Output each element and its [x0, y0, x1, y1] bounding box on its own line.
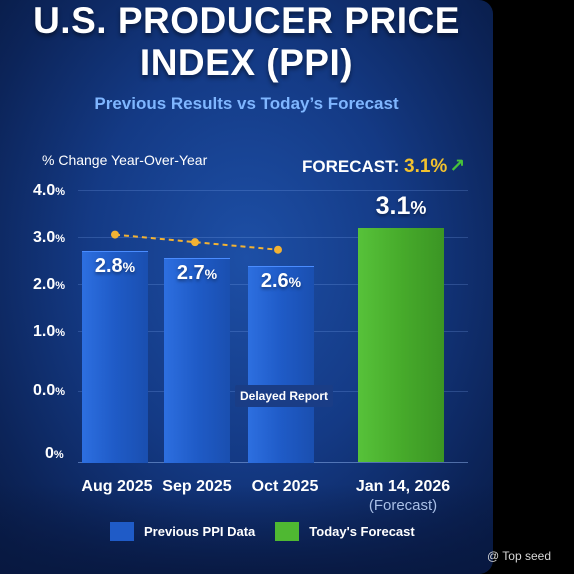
legend-swatch-previous	[110, 522, 134, 541]
bar-value-label: 3.1%	[375, 191, 427, 220]
bar-sep-2025	[164, 258, 230, 463]
y-tick: 1.0%	[33, 323, 66, 340]
y-tick: 2.0%	[33, 276, 66, 293]
forecast-badge-label: FORECAST:	[302, 157, 400, 176]
legend-label-forecast: Today's Forecast	[309, 524, 415, 539]
chart-title-line2: INDEX (PPI)	[139, 42, 354, 83]
city-skyline-background	[0, 484, 493, 574]
y-axis-label: % Change Year-Over-Year	[42, 152, 208, 168]
chart-subtitle: Previous Results vs Today’s Forecast	[94, 94, 399, 113]
chart-legend: Previous PPI Data Today's Forecast	[110, 522, 415, 541]
delayed-report-annotation: Delayed Report	[235, 385, 334, 407]
legend-swatch-forecast	[275, 522, 300, 541]
bar-aug-2025	[82, 250, 148, 463]
forecast-badge-value: 3.1%	[404, 156, 448, 177]
y-tick: 0%	[45, 445, 64, 462]
chart-title-line1: U.S. PRODUCER PRICE	[33, 0, 460, 41]
trend-point	[111, 230, 119, 239]
grid-line	[78, 237, 468, 238]
grid-line	[78, 190, 468, 191]
y-tick: 4.0%	[33, 182, 66, 199]
chart-card: U.S. PRODUCER PRICE INDEX (PPI) Previous…	[0, 0, 493, 574]
x-tick-label: Sep 2025	[162, 478, 232, 495]
bar-value-label: 2.7%	[176, 262, 218, 285]
bar-oct-2025	[248, 265, 314, 463]
legend-label-previous: Previous PPI Data	[144, 524, 256, 539]
trend-line	[111, 230, 282, 254]
up-arrow-icon: ↗	[449, 156, 466, 177]
x-tick-label: Aug 2025	[81, 478, 153, 495]
bar-value-label: 2.8%	[94, 254, 136, 277]
trend-point	[191, 238, 199, 247]
trend-point	[274, 245, 282, 254]
x-tick-label: Jan 14, 2026	[355, 478, 451, 495]
bar-value-label: 2.6%	[260, 269, 302, 292]
y-tick: 0.0%	[33, 382, 66, 399]
y-tick: 3.0%	[33, 229, 66, 246]
x-tick-label: Oct 2025	[251, 478, 319, 495]
watermark: @ Top seed	[487, 549, 552, 563]
x-tick-sublabel: (Forecast)	[368, 497, 438, 514]
forecast-badge: FORECAST: 3.1% ↗	[302, 155, 465, 178]
bar-jan-2026-forecast	[358, 227, 444, 462]
trend-line-path	[114, 233, 279, 251]
